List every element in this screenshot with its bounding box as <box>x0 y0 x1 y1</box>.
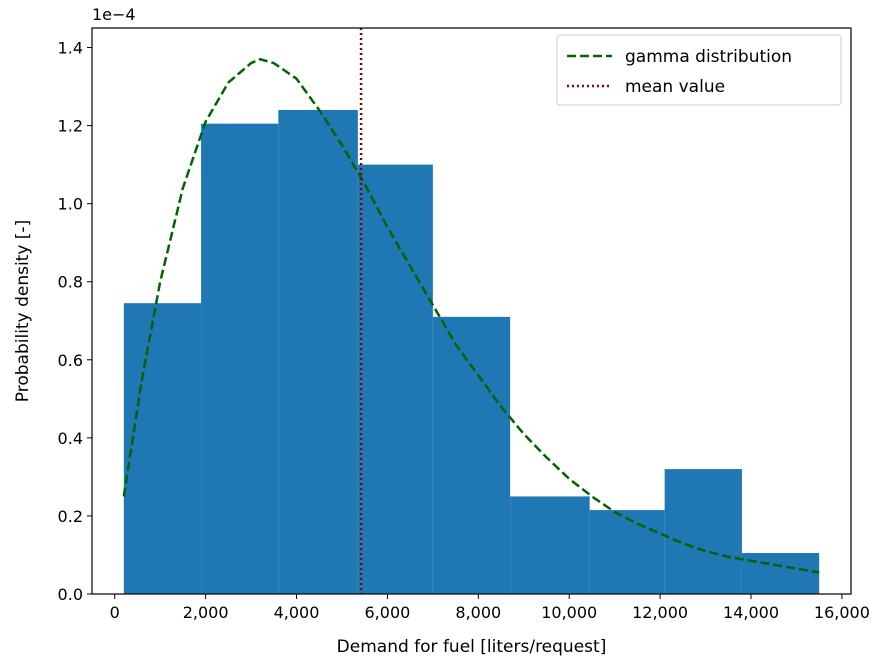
legend-gamma-label: gamma distribution <box>625 47 792 67</box>
legend: gamma distribution mean value <box>556 34 842 106</box>
x-tick-label: 10,000 <box>541 603 597 622</box>
histogram-bar <box>432 316 511 594</box>
plot-frame <box>91 27 852 595</box>
legend-box <box>556 34 842 106</box>
histogram-bar <box>357 164 433 594</box>
histogram-bar <box>201 123 279 594</box>
y-tick-label: 0.6 <box>58 351 83 370</box>
gamma-curve-group <box>122 57 820 574</box>
gamma-curve <box>122 57 820 574</box>
x-tick-label: 0 <box>110 603 120 622</box>
y-offset-text: 1e−4 <box>92 5 136 24</box>
x-tick-label: 6,000 <box>365 603 411 622</box>
histogram-bar <box>741 553 820 594</box>
histogram-bar <box>123 303 202 594</box>
y-tick-label: 1.2 <box>58 117 83 136</box>
y-tick-label: 0.2 <box>58 507 83 526</box>
x-axis-ticks: 0 2,000 4,000 6,000 8,000 10,000 12,000 14,000 1… <box>110 594 870 622</box>
y-axis-label: Probability density [-] <box>13 220 33 402</box>
histogram-bars <box>123 109 820 594</box>
x-tick-label: 2,000 <box>183 603 229 622</box>
y-tick-label: 0.4 <box>58 429 83 448</box>
x-axis-label: Demand for fuel [liters/request] <box>337 637 607 657</box>
y-tick-label: 1.4 <box>58 39 83 58</box>
x-tick-label: 14,000 <box>723 603 779 622</box>
y-axis-ticks: 0.0 0.2 0.4 0.6 0.8 1.0 1.2 1.4 <box>58 39 92 604</box>
y-tick-label: 1.0 <box>58 195 83 214</box>
histogram-bar <box>589 510 665 594</box>
x-tick-label: 8,000 <box>455 603 501 622</box>
x-tick-label: 16,000 <box>814 603 870 622</box>
histogram-bar <box>664 469 742 594</box>
x-tick-label: 12,000 <box>632 603 688 622</box>
x-tick-label: 4,000 <box>274 603 320 622</box>
histogram-bar <box>278 109 358 594</box>
histogram-bar <box>510 496 590 594</box>
legend-mean-label: mean value <box>625 77 725 97</box>
y-tick-label: 0.0 <box>58 585 83 604</box>
y-tick-label: 0.8 <box>58 273 83 292</box>
